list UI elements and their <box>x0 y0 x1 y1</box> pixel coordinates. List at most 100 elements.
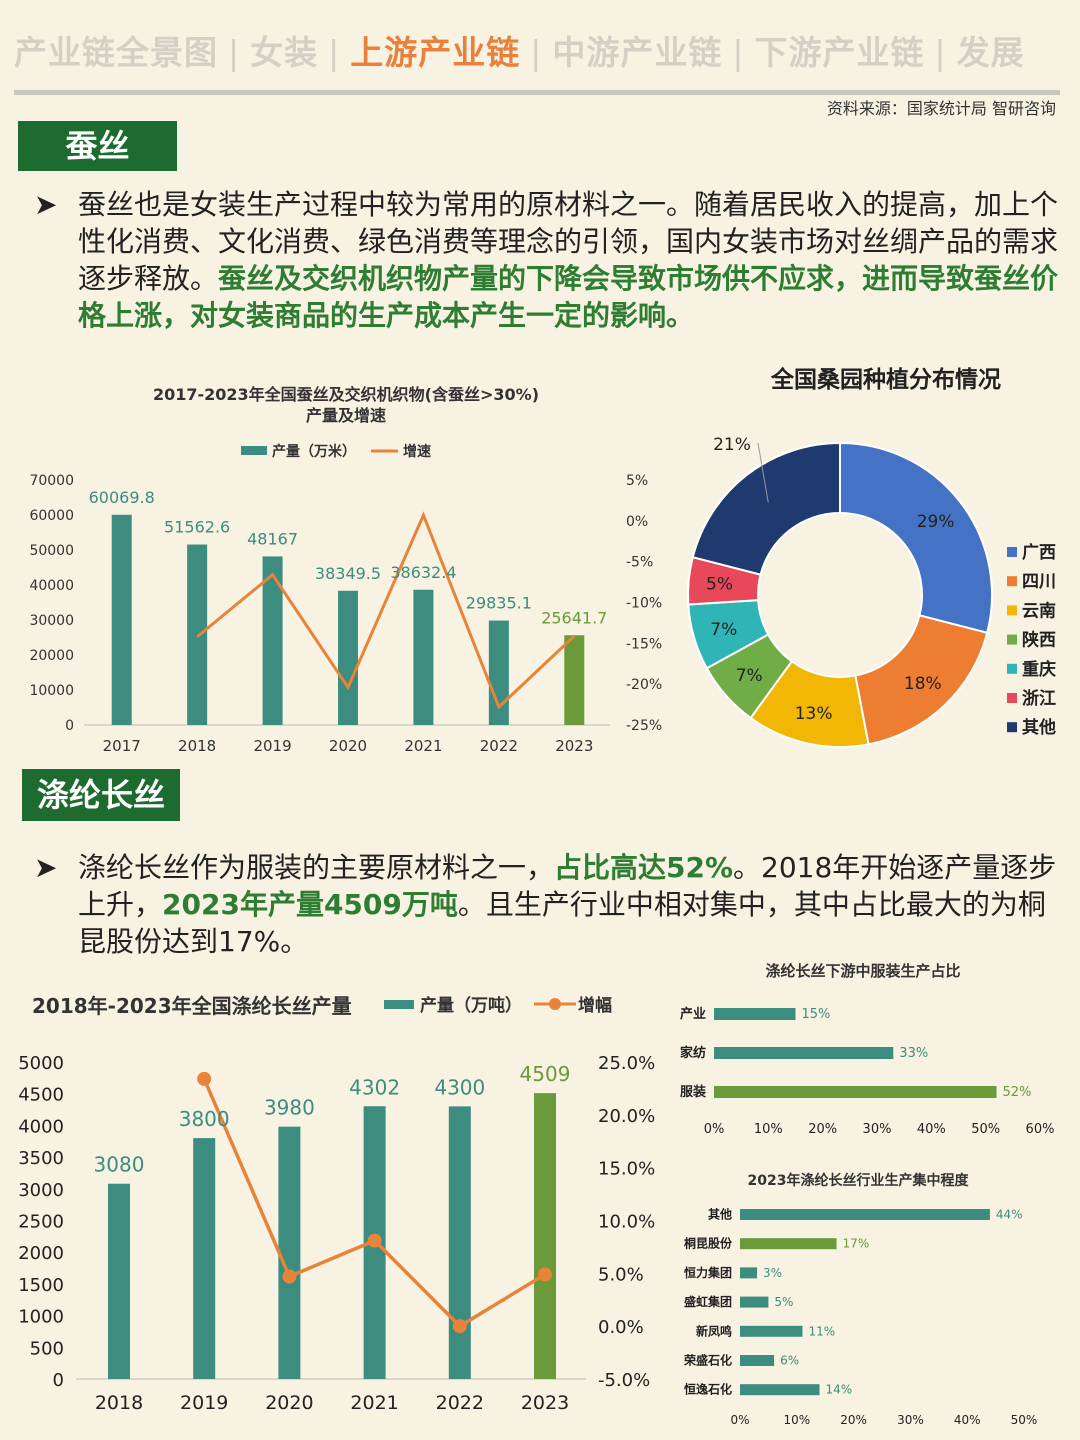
x-tick-label: 2018 <box>95 1392 143 1414</box>
category-label: 恒逸石化 <box>684 1382 732 1397</box>
bar-value-label: 38632.4 <box>390 563 456 582</box>
x-tick-label: 10% <box>783 1413 810 1427</box>
y-left-tick-label: 1500 <box>18 1275 64 1296</box>
x-tick-label: 2019 <box>253 737 291 755</box>
bar-value-label: 3% <box>763 1266 782 1280</box>
bar-value-label: 5% <box>774 1295 793 1309</box>
nav-item-downstream[interactable]: 下游产业链 <box>754 33 925 72</box>
growth-rate-point <box>367 1233 382 1248</box>
production-bar <box>262 556 283 725</box>
y-right-tick-label: 5% <box>626 473 648 489</box>
category-label: 产业 <box>680 1006 706 1022</box>
x-tick-label: 2017 <box>103 737 141 755</box>
legend-label: 广西 <box>1022 542 1056 563</box>
nav-item-development[interactable]: 发展 <box>956 33 1025 72</box>
legend-label: 增速 <box>403 443 431 460</box>
silk-production-chart: 2017-2023年全国蚕丝及交织机织物(含蚕丝>30%) 产量及增速 产量（万… <box>29 385 662 755</box>
slice-value-label: 29% <box>917 512 955 532</box>
legend-swatch <box>1007 634 1017 645</box>
x-tick-label: 0% <box>730 1413 749 1427</box>
legend-label: 四川 <box>1022 572 1056 592</box>
nav-separator: | <box>530 33 543 72</box>
x-tick-label: 30% <box>863 1122 892 1137</box>
y-left-tick-label: 3500 <box>18 1148 64 1169</box>
bar-value-label: 44% <box>996 1208 1023 1222</box>
top-nav: 产业链全景图 | 女装 | 上游产业链 | 中游产业链 | 下游产业链 | 发展 <box>14 26 1074 78</box>
legend-line-marker <box>549 998 561 1010</box>
y-left-tick-label: 0 <box>65 718 74 734</box>
legend-label: 云南 <box>1022 600 1056 621</box>
y-right-tick-label: 10.0% <box>598 1212 655 1233</box>
legend-label: 重庆 <box>1022 659 1056 680</box>
x-tick-label: 2020 <box>329 737 367 755</box>
y-right-tick-label: -5% <box>626 555 653 571</box>
bar-value-label: 4302 <box>349 1075 400 1099</box>
y-left-tick-label: 70000 <box>29 473 74 489</box>
category-label: 盛虹集团 <box>684 1294 732 1309</box>
nav-item-overview[interactable]: 产业链全景图 <box>14 33 218 72</box>
header-divider <box>14 90 1060 95</box>
y-left-tick-label: 4500 <box>18 1085 64 1106</box>
y-left-tick-label: 0 <box>53 1370 64 1391</box>
y-right-tick-label: 0.0% <box>598 1317 644 1338</box>
y-right-tick-label: -10% <box>626 596 662 612</box>
chart-title: 2017-2023年全国蚕丝及交织机织物(含蚕丝>30%) <box>153 385 539 404</box>
x-tick-label: 20% <box>808 1122 837 1137</box>
x-tick-label: 2022 <box>436 1392 484 1414</box>
share-bar <box>714 1047 894 1059</box>
legend-label: 浙江 <box>1022 688 1056 709</box>
data-source: 资料来源：国家统计局 智研咨询 <box>826 99 1056 118</box>
industry-concentration-chart: 2023年涤纶长丝行业生产集中程度 0% 10% 20% 30% 40% 50% 其他 44%… <box>683 1172 1038 1427</box>
x-tick-label: 50% <box>1011 1413 1038 1427</box>
pie-slice <box>839 441 993 635</box>
share-bar <box>740 1267 758 1279</box>
share-bar <box>714 1086 997 1098</box>
production-bar <box>278 1126 301 1379</box>
legend-swatch <box>1007 605 1017 616</box>
polyester-text-part: 。且生产行业中相对集中，其中占比最大的为桐昆股份达到17%。 <box>78 888 1046 958</box>
production-bar <box>448 1106 471 1379</box>
y-right-tick-label: -15% <box>626 636 662 652</box>
share-bar <box>740 1384 820 1396</box>
silk-text-normal: 蚕丝也是女装生产过程中较为常用的原材料之一。随着居民收入的提高，加上个性化消费、… <box>78 188 1059 295</box>
category-label: 其他 <box>708 1207 732 1222</box>
x-tick-label: 40% <box>954 1413 981 1427</box>
production-bar <box>187 544 208 725</box>
y-left-tick-label: 20000 <box>29 648 74 664</box>
nav-item-womenswear[interactable]: 女装 <box>250 33 319 72</box>
production-bar <box>338 590 358 725</box>
share-bar <box>740 1238 837 1250</box>
polyester-production-chart: 2018年-2023年全国涤纶长丝产量 产量（万吨） 增幅 5000450040… <box>18 994 655 1414</box>
y-left-tick-label: 2000 <box>18 1243 64 1264</box>
y-left-tick-label: 2500 <box>18 1212 64 1233</box>
y-right-tick-label: 5.0% <box>598 1264 644 1285</box>
bar-value-label: 3980 <box>264 1096 315 1120</box>
x-tick-label: 60% <box>1026 1122 1055 1137</box>
share-bar <box>740 1325 803 1337</box>
y-left-tick-label: 60000 <box>29 508 74 524</box>
y-left-tick-label: 4000 <box>18 1116 64 1137</box>
x-tick-label: 40% <box>917 1122 946 1137</box>
bar-value-label: 14% <box>826 1383 853 1397</box>
section-label-polyester: 涤纶长丝 <box>22 769 180 821</box>
slice-value-label: 13% <box>795 704 833 724</box>
share-bar <box>714 1008 796 1020</box>
legend-label: 产量（万米） <box>272 443 356 460</box>
nav-item-midstream[interactable]: 中游产业链 <box>552 33 723 72</box>
legend-label: 增幅 <box>578 995 612 1016</box>
y-left-tick-label: 3000 <box>18 1180 64 1201</box>
polyester-text: 涤纶长丝作为服装的主要原材料之一，占比高达52%。2018年开始逐产量逐步上升，… <box>78 849 1062 960</box>
x-tick-label: 2023 <box>521 1392 569 1414</box>
legend-swatch <box>1007 722 1017 733</box>
nav-separator: | <box>934 33 947 72</box>
bar-value-label: 17% <box>843 1237 870 1251</box>
bar-value-label: 3800 <box>179 1107 230 1131</box>
legend-swatch <box>1007 663 1017 674</box>
slice-value-label: 5% <box>706 575 733 595</box>
share-bar <box>740 1355 775 1366</box>
nav-item-upstream[interactable]: 上游产业链 <box>350 33 521 72</box>
growth-rate-point <box>282 1269 297 1284</box>
bar-value-label: 48167 <box>247 529 298 548</box>
category-label: 新凤鸣 <box>696 1323 732 1338</box>
production-bar <box>193 1138 216 1379</box>
